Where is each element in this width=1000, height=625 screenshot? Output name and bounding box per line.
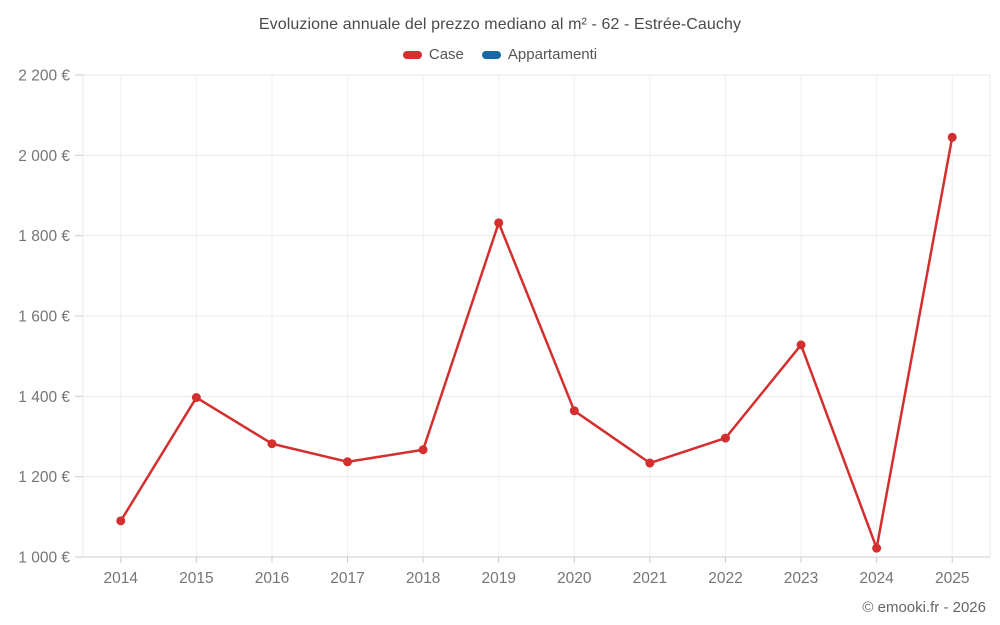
data-point-case-2014[interactable] xyxy=(116,516,126,526)
legend-item-case[interactable]: Case xyxy=(402,46,464,63)
x-tick-label: 2019 xyxy=(481,570,515,587)
x-tick-label: 2020 xyxy=(557,570,592,587)
data-point-case-2015[interactable] xyxy=(191,393,201,403)
x-tick-label: 2025 xyxy=(935,570,969,587)
y-tick-label: 1 000 € xyxy=(18,549,70,566)
data-point-case-2018[interactable] xyxy=(418,445,428,455)
x-tick-label: 2022 xyxy=(708,570,742,587)
y-tick-label: 1 600 € xyxy=(18,308,70,325)
x-tick-label: 2024 xyxy=(859,570,894,587)
x-tick-label: 2021 xyxy=(633,570,667,587)
chart-title: Evoluzione annuale del prezzo mediano al… xyxy=(258,16,742,33)
legend-swatch-case-icon xyxy=(402,50,422,59)
legend: Case Appartamenti xyxy=(0,46,1000,63)
data-point-case-2021[interactable] xyxy=(645,458,655,468)
data-point-case-2016[interactable] xyxy=(267,439,277,449)
legend-item-appartamenti[interactable]: Appartamenti xyxy=(481,46,598,63)
x-tick-label: 2015 xyxy=(179,570,213,587)
data-point-case-2023[interactable] xyxy=(796,340,806,350)
copyright: © emooki.fr - 2026 xyxy=(862,599,986,616)
y-tick-label: 1 400 € xyxy=(18,389,70,406)
x-tick-label: 2014 xyxy=(104,570,139,587)
y-tick-label: 2 200 € xyxy=(18,67,70,84)
y-tick-label: 1 800 € xyxy=(18,228,70,245)
x-tick-label: 2017 xyxy=(330,570,364,587)
x-tick-label: 2016 xyxy=(255,570,289,587)
data-point-case-2025[interactable] xyxy=(947,132,957,142)
x-tick-label: 2018 xyxy=(406,570,440,587)
data-point-case-2020[interactable] xyxy=(569,406,579,416)
data-point-case-2019[interactable] xyxy=(494,218,504,228)
data-point-case-2024[interactable] xyxy=(872,543,882,553)
legend-swatch-appartamenti-icon xyxy=(481,50,501,59)
legend-label-appartamenti: Appartamenti xyxy=(507,46,598,63)
legend-label-case: Case xyxy=(428,46,464,63)
x-tick-label: 2023 xyxy=(784,570,818,587)
y-tick-label: 2 000 € xyxy=(18,148,70,165)
data-point-case-2017[interactable] xyxy=(343,457,353,467)
series-line-case xyxy=(119,136,954,550)
data-point-case-2022[interactable] xyxy=(720,433,730,443)
y-tick-label: 1 200 € xyxy=(18,469,70,486)
